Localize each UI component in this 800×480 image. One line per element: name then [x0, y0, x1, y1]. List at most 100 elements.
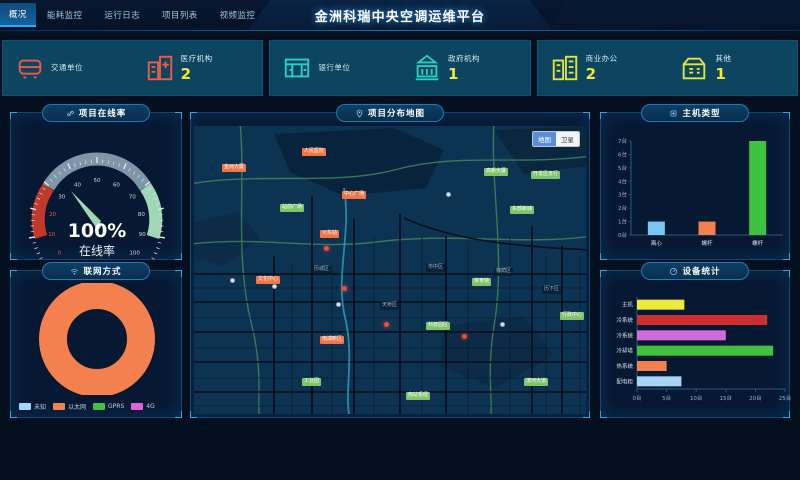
panel-header-online-rate: 项目在线率	[42, 104, 150, 122]
map-marker[interactable]: 金洲大厦	[222, 164, 247, 172]
map-project-dot[interactable]	[342, 286, 347, 291]
panel-header-host-type: 主机类型	[641, 104, 749, 122]
gauge-tick-label: 40	[74, 182, 81, 188]
map-marker[interactable]: 高新大厦	[484, 168, 509, 176]
kpi-item-other-building[interactable]: 其他 1	[667, 53, 797, 83]
device-bar[interactable]	[637, 299, 685, 310]
map-marker[interactable]: 文化中心	[256, 276, 281, 284]
map-district-label: 槐荫区	[494, 268, 514, 276]
device-y-label: 冷却塔	[616, 347, 633, 355]
kpi-meta: 交通单位	[51, 62, 83, 75]
map-marker[interactable]: 行政中心	[560, 312, 585, 320]
kpi-value: 2	[585, 65, 597, 84]
map-marker[interactable]: 东部新城	[510, 206, 535, 214]
panel-device-stats: 设备统计 主机 冷系统 冷系统 冷却塔 热系统 配电柜 0台 5台 10台 15台 20台 25台	[600, 262, 792, 418]
bank-icon-wrap	[282, 53, 312, 83]
host-bar[interactable]	[698, 221, 716, 235]
device-x-tick: 0台	[633, 394, 642, 402]
map-project-dot[interactable]	[384, 322, 389, 327]
map-poi-dot	[272, 284, 277, 289]
government-icon-wrap	[412, 53, 442, 83]
transit-icon-wrap	[15, 53, 45, 83]
map-project-dot[interactable]	[462, 334, 467, 339]
gauge-icon	[670, 267, 678, 275]
map-district-label: 天桥区	[380, 302, 400, 310]
host-bar[interactable]	[647, 221, 665, 235]
nav-tab-0[interactable]: 概况	[0, 3, 36, 27]
gauge-tick-label: 90	[139, 232, 146, 238]
legend-item[interactable]: 未知	[19, 402, 46, 411]
kpi-item-office[interactable]: 商业办公 2	[538, 53, 668, 83]
kpi-item-transit[interactable]: 交通单位	[3, 53, 133, 83]
legend-item[interactable]: GPRS	[93, 403, 124, 410]
network-legend: 未知 以太网 GPRS 4G	[19, 402, 155, 411]
device-bar[interactable]	[637, 361, 667, 371]
map-marker[interactable]: 中心广场	[342, 191, 367, 199]
nav-tab-1[interactable]: 能耗监控	[36, 4, 94, 26]
nav-tab-3[interactable]: 项目列表	[151, 4, 209, 26]
device-bar[interactable]	[637, 345, 774, 356]
map-project-dot[interactable]	[324, 246, 329, 251]
map-marker[interactable]: 滨河大道	[524, 378, 549, 386]
gauge-needle	[71, 191, 101, 229]
map-marker[interactable]: 火车站	[320, 230, 340, 238]
kpi-meta: 医疗机构 2	[181, 53, 213, 83]
legend-label: GPRS	[108, 403, 125, 410]
host-type-bar-chart: 0台 1台 2台 3台 4台 5台 6台 7台 离心 螺杆 螺杆	[618, 137, 783, 247]
legend-swatch	[93, 403, 106, 410]
kpi-item-government[interactable]: 政府机构 1	[400, 53, 530, 83]
host-bar[interactable]	[749, 141, 767, 235]
nav-tab-label: 项目列表	[162, 11, 198, 21]
panel-title-network-type: 联网方式	[83, 267, 122, 277]
kpi-item-hospital[interactable]: 医疗机构 2	[133, 53, 263, 83]
nav-tab-label: 视频监控	[219, 11, 256, 21]
kpi-card-1: 银行单位 政府机构 1	[269, 40, 531, 96]
device-x-tick: 5台	[662, 394, 671, 402]
kpi-card-0: 交通单位 医疗机构 2	[2, 40, 264, 96]
panel-title-host-type: 主机类型	[682, 109, 721, 119]
map-type-toggle[interactable]: 地图 卫星	[532, 131, 580, 147]
map-marker[interactable]: 体育馆	[472, 278, 492, 286]
device-x-tick: 25台	[779, 394, 791, 402]
kpi-meta: 银行单位	[318, 62, 350, 75]
map-marker[interactable]: 南湖新区	[320, 336, 345, 344]
device-bar[interactable]	[637, 376, 682, 387]
map-marker[interactable]: 科技园区	[426, 322, 451, 330]
map-district-label: 历城区	[312, 266, 332, 274]
map-marker[interactable]: 开发区支行	[531, 171, 561, 179]
map-marker[interactable]: 人民医院	[302, 148, 327, 156]
map-marker[interactable]: 南站枢纽	[406, 392, 431, 400]
legend-item[interactable]: 以太网	[53, 402, 86, 411]
device-bar[interactable]	[637, 330, 726, 341]
kpi-label: 交通单位	[51, 62, 83, 72]
nav-tab-2[interactable]: 运行日志	[93, 4, 151, 26]
gauge-tick-label: 10	[48, 232, 55, 238]
device-y-label: 冷系统	[616, 316, 633, 324]
host-y-tick: 4台	[618, 177, 627, 185]
legend-item[interactable]: 4G	[131, 403, 155, 410]
legend-label: 4G	[146, 403, 155, 410]
host-x-label: 离心	[651, 239, 663, 247]
host-y-tick: 3台	[618, 191, 627, 199]
map-canvas[interactable]: 地图 卫星 金洲大厦 人民医院中心广场 开发区支行 高新大厦东部新城 站前广场火车站文化中…	[194, 126, 586, 414]
map-district-label: 历下区	[542, 286, 562, 294]
map-marker[interactable]: 站前广场	[280, 204, 305, 212]
map-toggle-map[interactable]: 地图	[533, 132, 556, 146]
other-building-icon-wrap	[679, 53, 709, 83]
map-toggle-satellite[interactable]: 卫星	[556, 132, 579, 146]
hospital-icon	[147, 55, 172, 81]
map-poi-dot	[446, 192, 451, 197]
nav-tab-label: 能耗监控	[46, 11, 83, 21]
gauge-tick-label: 60	[113, 182, 120, 188]
panel-title-device-stats: 设备统计	[682, 267, 721, 277]
device-bar[interactable]	[637, 315, 768, 325]
device-x-tick: 15台	[720, 394, 733, 402]
donut-slice-ethernet	[39, 281, 155, 397]
map-poi-dot	[230, 278, 235, 283]
host-x-label: 螺杆	[701, 239, 713, 247]
panel-header-network-type: 联网方式	[42, 262, 150, 280]
nav-tab-4[interactable]: 视频监控	[209, 4, 267, 26]
kpi-item-bank[interactable]: 银行单位	[270, 53, 400, 83]
map-marker[interactable]: 工业园	[302, 378, 322, 386]
kpi-value: 2	[180, 65, 192, 84]
